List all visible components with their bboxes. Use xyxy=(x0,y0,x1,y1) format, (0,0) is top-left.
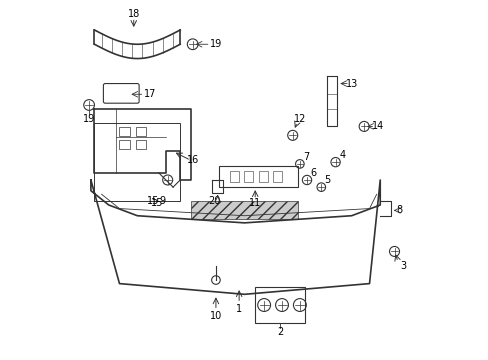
Bar xyxy=(258,171,267,182)
Text: 8: 8 xyxy=(396,205,402,215)
Text: 10: 10 xyxy=(209,311,222,321)
Bar xyxy=(255,287,305,323)
Text: 11: 11 xyxy=(248,198,261,208)
Text: 20: 20 xyxy=(207,197,220,206)
Bar xyxy=(119,127,130,136)
Bar xyxy=(94,123,180,202)
Text: 3: 3 xyxy=(400,261,406,271)
Text: 16: 16 xyxy=(186,156,199,165)
Text: 19: 19 xyxy=(83,114,95,124)
Text: 9: 9 xyxy=(159,197,165,206)
Text: 17: 17 xyxy=(143,89,156,99)
Bar xyxy=(230,171,239,182)
Text: 13: 13 xyxy=(345,78,357,89)
Bar xyxy=(135,127,146,136)
Text: 15: 15 xyxy=(150,198,163,208)
Text: 5: 5 xyxy=(324,175,330,185)
Text: 6: 6 xyxy=(309,168,316,178)
Text: 2: 2 xyxy=(277,327,283,337)
Text: 4: 4 xyxy=(339,150,345,160)
Bar xyxy=(135,140,146,149)
Bar xyxy=(272,171,282,182)
Text: 7: 7 xyxy=(302,152,308,162)
Bar xyxy=(190,202,298,219)
Bar xyxy=(244,171,253,182)
Bar xyxy=(219,166,298,187)
Text: 12: 12 xyxy=(293,114,305,124)
Text: 14: 14 xyxy=(371,121,384,131)
Text: 18: 18 xyxy=(127,9,140,19)
Text: 19: 19 xyxy=(209,39,222,49)
Text: 15: 15 xyxy=(147,197,159,206)
Text: 1: 1 xyxy=(236,303,242,314)
Bar xyxy=(119,140,130,149)
